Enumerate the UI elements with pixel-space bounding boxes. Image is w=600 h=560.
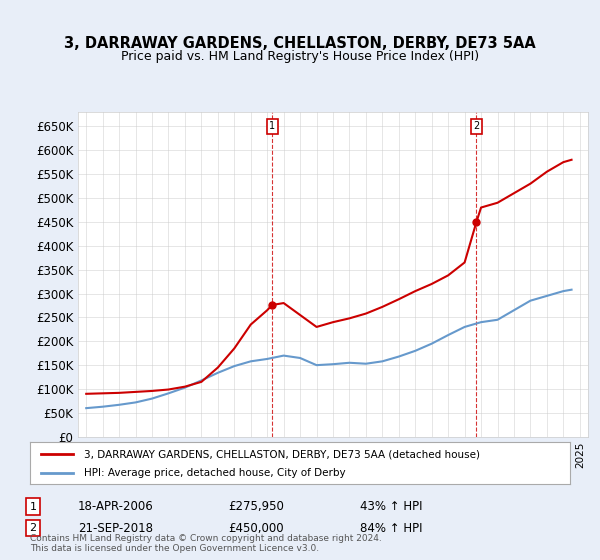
Text: 21-SEP-2018: 21-SEP-2018 bbox=[78, 521, 153, 535]
Text: Price paid vs. HM Land Registry's House Price Index (HPI): Price paid vs. HM Land Registry's House … bbox=[121, 50, 479, 63]
Text: 2: 2 bbox=[29, 523, 37, 533]
Text: 1: 1 bbox=[269, 122, 275, 132]
Text: 3, DARRAWAY GARDENS, CHELLASTON, DERBY, DE73 5AA: 3, DARRAWAY GARDENS, CHELLASTON, DERBY, … bbox=[64, 36, 536, 52]
Text: 3, DARRAWAY GARDENS, CHELLASTON, DERBY, DE73 5AA (detached house): 3, DARRAWAY GARDENS, CHELLASTON, DERBY, … bbox=[84, 449, 480, 459]
Text: 84% ↑ HPI: 84% ↑ HPI bbox=[360, 521, 422, 535]
Text: 43% ↑ HPI: 43% ↑ HPI bbox=[360, 500, 422, 514]
Text: Contains HM Land Registry data © Crown copyright and database right 2024.
This d: Contains HM Land Registry data © Crown c… bbox=[30, 534, 382, 553]
Text: £275,950: £275,950 bbox=[228, 500, 284, 514]
Text: 18-APR-2006: 18-APR-2006 bbox=[78, 500, 154, 514]
Text: 1: 1 bbox=[29, 502, 37, 512]
Text: HPI: Average price, detached house, City of Derby: HPI: Average price, detached house, City… bbox=[84, 468, 346, 478]
Text: £450,000: £450,000 bbox=[228, 521, 284, 535]
Text: 2: 2 bbox=[473, 122, 479, 132]
